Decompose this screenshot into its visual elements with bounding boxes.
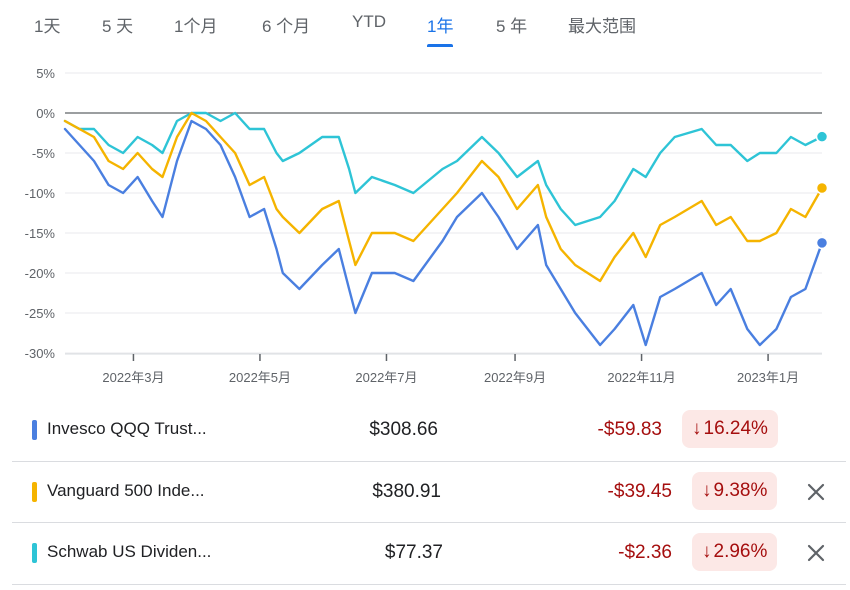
remove-close-icon[interactable] (804, 541, 828, 565)
holding-percent: 9.38% (713, 480, 768, 501)
x-tick-label: 2022年9月 (484, 370, 546, 385)
holding-percent: 16.24% (703, 418, 768, 439)
holding-row-qqq[interactable]: Invesco QQQ Trust... $308.66 -$59.83 ↓ 16… (12, 400, 846, 460)
holding-price: $380.91 (372, 481, 441, 502)
holding-price: $308.66 (369, 419, 438, 440)
series-color-swatch (32, 482, 37, 502)
tab-6-month[interactable]: 6 个月 (262, 12, 310, 37)
holding-row-voo[interactable]: Vanguard 500 Inde... $380.91 -$39.45 ↓ 9.… (12, 461, 846, 522)
holding-percent-badge: ↓ 9.38% (692, 472, 778, 510)
x-tick-label: 2022年7月 (355, 370, 417, 385)
tab-label: 6 个月 (262, 17, 311, 36)
holding-name: Vanguard 500 Inde... (47, 481, 205, 500)
series-line (63, 119, 824, 347)
x-tick-label: 2022年11月 (607, 370, 675, 385)
y-tick-label: -15% (25, 226, 56, 241)
holding-percent-badge: ↓ 16.24% (682, 410, 778, 448)
y-tick-label: -5% (32, 146, 56, 161)
tab-5-year[interactable]: 5 年 (496, 12, 527, 37)
tab-label: 5 年 (496, 17, 528, 36)
holding-change: -$2.36 (618, 542, 672, 563)
series-line (63, 111, 824, 227)
holding-name: Schwab US Dividen... (47, 542, 212, 561)
tab-label: 最大范围 (568, 17, 636, 36)
y-tick-label: 0% (36, 106, 55, 121)
down-arrow-icon: ↓ (702, 480, 712, 501)
x-tick-label: 2023年1月 (737, 370, 799, 385)
holding-price: $77.37 (384, 542, 443, 563)
y-tick-label: -30% (25, 346, 56, 361)
tab-label: 1个月 (174, 17, 218, 36)
tab-5-day[interactable]: 5 天 (102, 12, 133, 37)
holding-row-schd[interactable]: Schwab US Dividen... $77.37 -$2.36 ↓ 2.96… (12, 522, 846, 585)
tab-label: YTD (352, 12, 386, 31)
tab-ytd[interactable]: YTD (352, 12, 386, 32)
down-arrow-icon: ↓ (702, 541, 712, 562)
holding-percent: 2.96% (713, 541, 768, 562)
holding-change: -$39.45 (607, 481, 672, 502)
tab-1-day[interactable]: 1天 (34, 12, 60, 37)
y-tick-label: 5% (36, 66, 55, 81)
holding-percent-badge: ↓ 2.96% (692, 533, 778, 571)
series-color-swatch (32, 543, 37, 563)
down-arrow-icon: ↓ (692, 418, 702, 439)
tab-1-month[interactable]: 1个月 (174, 12, 217, 37)
active-tab-indicator (427, 44, 454, 47)
tab-label: 5 天 (102, 17, 134, 36)
x-tick-label: 2022年5月 (229, 370, 291, 385)
comparison-line-chart[interactable]: 5% 0% -5% -10% -15% -20% -25% -30% 2022年3月 2022年5… (0, 50, 850, 395)
tab-label: 1天 (34, 17, 61, 36)
series-endpoint-marker (815, 130, 829, 143)
x-tick-label: 2022年3月 (102, 370, 164, 385)
row-divider (12, 584, 846, 585)
y-tick-label: -20% (25, 266, 56, 281)
tab-1-year[interactable]: 1年 (427, 12, 454, 47)
range-tabs: 1天 5 天 1个月 6 个月 YTD 1年 5 年 最大范围 (0, 0, 850, 47)
y-tick-label: -25% (25, 306, 56, 321)
holding-change: -$59.83 (597, 419, 662, 440)
series-line (63, 111, 824, 283)
remove-close-icon[interactable] (804, 480, 828, 504)
series-color-swatch (32, 420, 37, 440)
y-tick-label: -10% (25, 186, 56, 201)
series-endpoint-marker (815, 236, 829, 250)
tab-max[interactable]: 最大范围 (568, 12, 636, 37)
holding-name: Invesco QQQ Trust... (47, 419, 207, 438)
tab-label: 1年 (427, 17, 454, 36)
series-endpoint-marker (815, 181, 829, 195)
